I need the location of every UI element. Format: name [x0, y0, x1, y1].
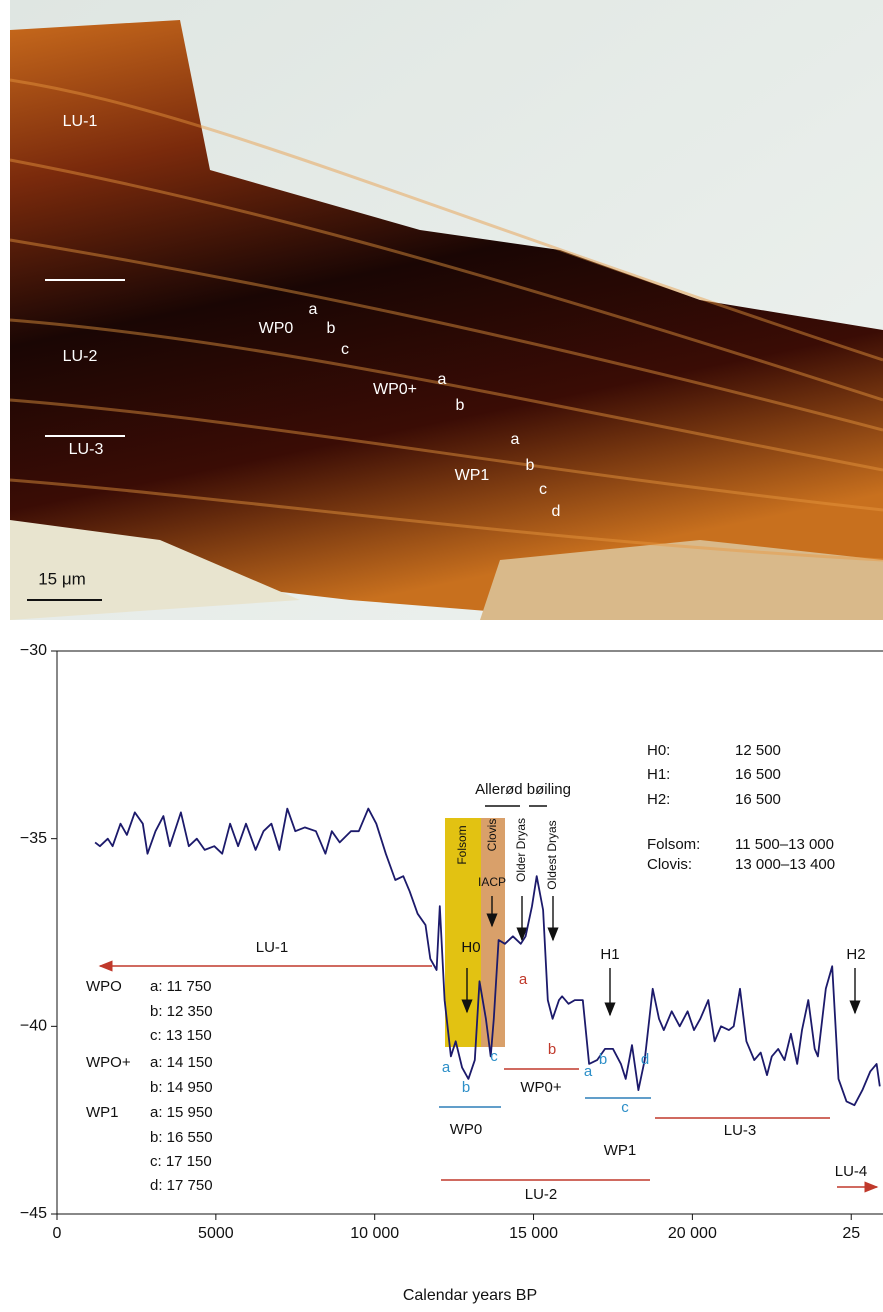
- photo-label: LU-3: [69, 441, 104, 458]
- date-legend: Folsom:: [647, 836, 700, 853]
- annotation: H0: [461, 939, 480, 956]
- photo-label: LU-1: [63, 113, 98, 130]
- wp-date: a: 14 150: [150, 1054, 213, 1071]
- annotation: WP1: [604, 1142, 637, 1159]
- annotation: LU-3: [724, 1122, 757, 1139]
- annotation: Clovis: [485, 819, 499, 852]
- photo-label: b: [526, 457, 535, 474]
- x-tick-label: 15 000: [509, 1225, 558, 1242]
- x-tick-label: 5000: [198, 1225, 234, 1242]
- page: Figure html, body { margin: 0; padding: …: [0, 0, 883, 1312]
- photo-label: b: [456, 397, 465, 414]
- photo-label: d: [552, 503, 561, 520]
- wp-date: d: 17 750: [150, 1177, 213, 1194]
- wp-date: b: 14 950: [150, 1079, 213, 1096]
- photo-label: LU-2: [63, 348, 98, 365]
- scale-bar-label: 15 μm: [38, 569, 86, 588]
- photo-label: WP1: [455, 467, 490, 484]
- y-tick-label: −30: [20, 642, 47, 659]
- annotation: Older Dryas: [514, 818, 528, 882]
- date-legend: 16 500: [735, 766, 781, 783]
- wp-date: WPO: [86, 978, 122, 995]
- annotation: a: [442, 1059, 451, 1076]
- date-legend: 13 000–13 400: [735, 856, 835, 873]
- date-legend: H2:: [647, 791, 670, 808]
- figure: 15 μm LU-1LU-2LU-3WP0abcWP0+abWP1abcd Ca…: [0, 0, 883, 1312]
- photo-label: a: [309, 301, 318, 318]
- x-tick-label: 10 000: [350, 1225, 399, 1242]
- annotation: b: [548, 1041, 556, 1058]
- annotation: Folsom: [455, 825, 469, 864]
- photo-label: b: [327, 320, 336, 337]
- y-tick-label: −35: [20, 830, 47, 847]
- x-tick-label: 0: [53, 1225, 62, 1242]
- photo-label: a: [438, 371, 447, 388]
- annotation: LU-1: [256, 939, 289, 956]
- x-tick-label: 25: [842, 1225, 860, 1242]
- annotation: Oldest Dryas: [545, 820, 559, 889]
- annotation: Allerød bøiling: [475, 781, 571, 798]
- wp-date: c: 17 150: [150, 1153, 212, 1170]
- wp-date: b: 16 550: [150, 1129, 213, 1146]
- photo-label: c: [341, 341, 349, 358]
- annotation: a: [584, 1063, 593, 1080]
- wp-date: c: 13 150: [150, 1027, 212, 1044]
- wp-date: a: 15 950: [150, 1104, 213, 1121]
- annotation: a: [519, 971, 528, 988]
- wp-date: a: 11 750: [150, 978, 211, 995]
- body: { "photo": { "labels": ["LU-1", "LU-2", …: [0, 0, 883, 1312]
- x-tick-label: 20 000: [668, 1225, 717, 1242]
- photo-label: WP0+: [373, 381, 417, 398]
- x-axis-title: Calendar years BP: [403, 1287, 537, 1304]
- date-legend: 12 500: [735, 742, 781, 759]
- wp-date: WP1: [86, 1104, 119, 1121]
- annotation: WP0+: [520, 1079, 562, 1096]
- annotation: c: [490, 1048, 498, 1065]
- wp-date: WPO+: [86, 1054, 131, 1071]
- date-legend: 16 500: [735, 791, 781, 808]
- annotation: H1: [600, 946, 619, 963]
- annotation: LU-2: [525, 1186, 558, 1203]
- date-legend: 11 500–13 000: [735, 836, 834, 853]
- annotation: H2: [846, 946, 865, 963]
- photo-label: c: [539, 481, 547, 498]
- y-tick-label: −40: [20, 1018, 47, 1035]
- annotation: WP0: [450, 1121, 483, 1138]
- annotation: IACP: [478, 875, 506, 889]
- y-tick-label: −45: [20, 1205, 47, 1222]
- date-legend: Clovis:: [647, 856, 692, 873]
- date-legend: H0:: [647, 742, 670, 759]
- photo-label: WP0: [259, 320, 294, 337]
- annotation: d: [641, 1051, 649, 1068]
- date-legend: H1:: [647, 766, 670, 783]
- annotation: c: [621, 1099, 629, 1116]
- annotation: LU-4: [835, 1163, 868, 1180]
- chart: Calendar years BP −45 −40 −35 −30 0 5000 10 00…: [20, 642, 883, 1304]
- photo-label: a: [511, 431, 520, 448]
- wp-date: b: 12 350: [150, 1003, 213, 1020]
- annotation: b: [599, 1051, 607, 1068]
- annotation: b: [462, 1079, 470, 1096]
